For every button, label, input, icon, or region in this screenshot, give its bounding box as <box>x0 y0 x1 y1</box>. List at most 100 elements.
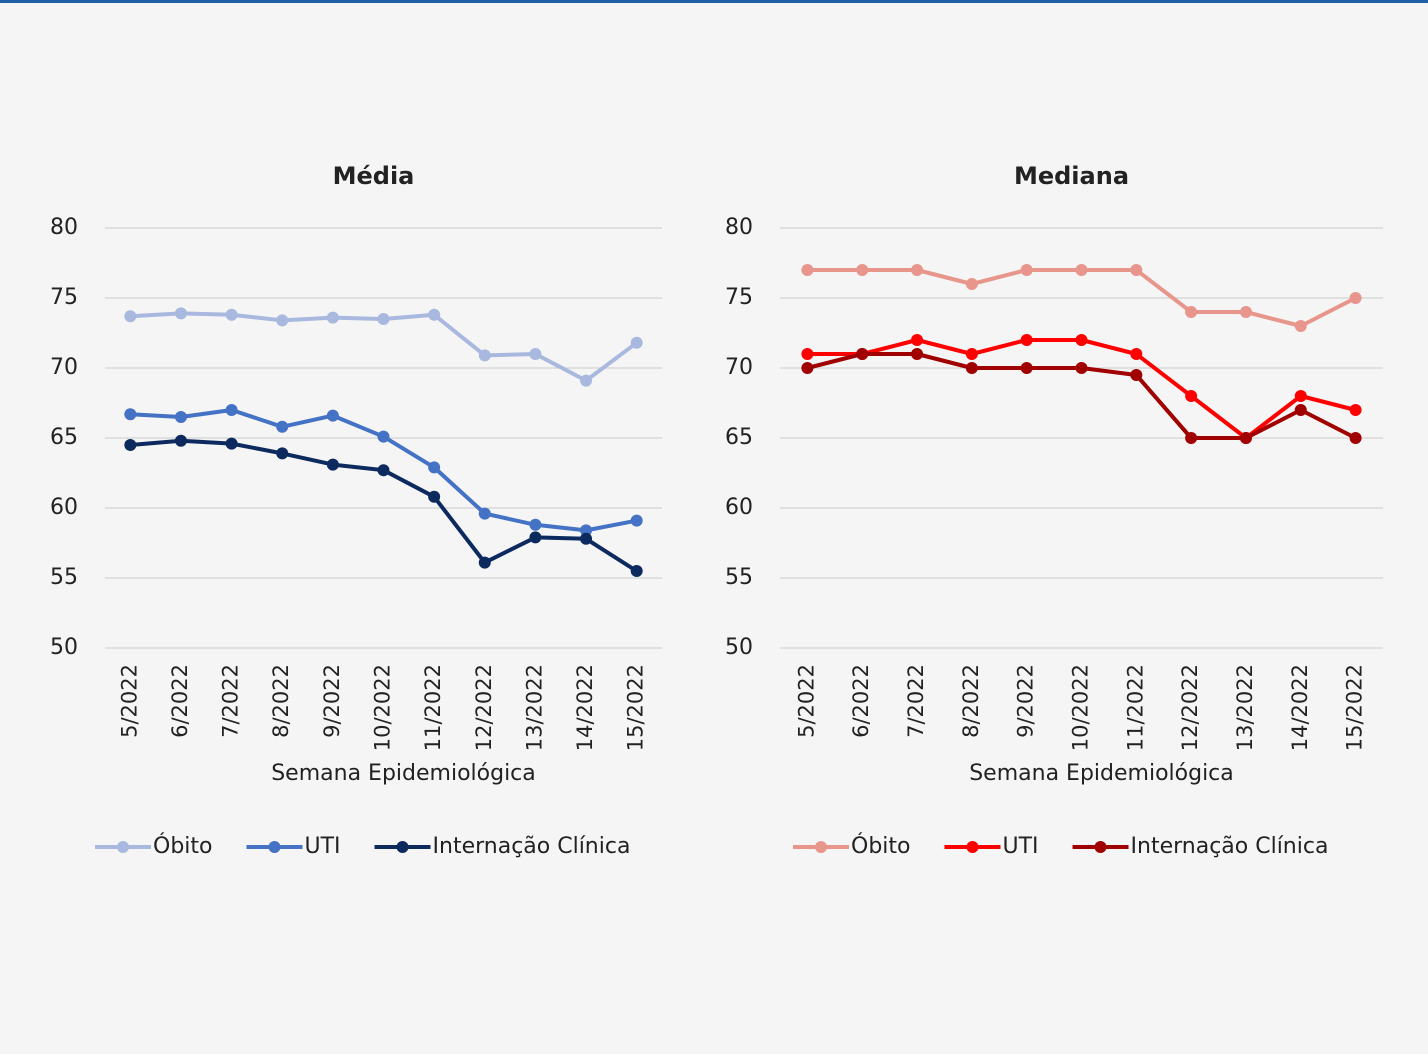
legend-marker <box>966 841 979 853</box>
data-point <box>225 308 238 321</box>
data-point <box>580 532 593 545</box>
legend-label: Óbito <box>153 833 212 859</box>
data-point <box>428 308 441 321</box>
data-point <box>580 374 593 387</box>
data-point <box>1075 264 1088 276</box>
legend-label: UTI <box>1002 834 1038 859</box>
y-tick-label: 70 <box>725 355 753 380</box>
data-point <box>801 264 814 276</box>
data-point <box>1294 390 1307 402</box>
x-tick-label: 6/2022 <box>168 664 192 738</box>
data-point <box>326 409 339 422</box>
data-point <box>1130 264 1143 276</box>
x-tick-label: 9/2022 <box>1014 664 1038 738</box>
y-tick-label: 65 <box>50 425 78 450</box>
data-point <box>1185 432 1198 444</box>
data-point <box>856 264 869 276</box>
legend-label: Óbito <box>851 833 910 859</box>
x-tick-label: 7/2022 <box>904 664 928 738</box>
data-point <box>965 362 978 374</box>
x-tick-label: 8/2022 <box>269 664 293 738</box>
x-tick-label: 15/2022 <box>624 664 648 751</box>
data-point <box>326 458 339 471</box>
y-tick-label: 75 <box>50 285 78 310</box>
data-point <box>965 348 978 360</box>
legend-marker <box>815 841 827 853</box>
data-point <box>276 314 289 327</box>
data-point <box>1349 404 1362 416</box>
data-point <box>1020 362 1033 374</box>
data-point <box>1020 334 1033 346</box>
data-point <box>529 348 542 360</box>
chart-title: Mediana <box>1014 162 1129 190</box>
data-point <box>1185 390 1198 402</box>
data-point <box>174 434 187 447</box>
data-point <box>478 507 491 520</box>
x-tick-label: 7/2022 <box>219 664 243 738</box>
data-point <box>428 461 441 474</box>
x-axis-label: Semana Epidemiológica <box>969 761 1234 786</box>
data-point <box>1294 404 1307 416</box>
data-point <box>174 411 187 423</box>
legend-marker <box>268 841 281 853</box>
data-point <box>225 437 238 450</box>
data-point <box>1239 306 1252 318</box>
data-point <box>225 404 238 416</box>
data-point <box>1130 369 1143 381</box>
x-tick-label: 10/2022 <box>1069 664 1093 751</box>
data-point <box>801 348 814 360</box>
data-point <box>428 490 441 503</box>
legend-label: Internação Clínica <box>433 834 631 859</box>
x-axis-label: Semana Epidemiológica <box>271 761 536 786</box>
x-tick-label: 5/2022 <box>117 664 141 738</box>
data-point <box>529 531 542 544</box>
data-point <box>801 362 814 374</box>
data-point <box>1020 264 1033 276</box>
data-point <box>1349 432 1362 444</box>
y-tick-label: 70 <box>50 355 78 380</box>
data-point <box>1075 334 1088 346</box>
x-tick-label: 15/2022 <box>1343 664 1367 751</box>
data-point <box>1294 320 1307 332</box>
legend-marker <box>117 841 129 853</box>
data-point <box>529 518 542 531</box>
x-tick-label: 9/2022 <box>320 664 344 738</box>
data-point <box>276 420 289 433</box>
data-point <box>326 311 339 324</box>
data-point <box>1349 292 1362 304</box>
x-tick-label: 12/2022 <box>1178 664 1202 751</box>
x-tick-label: 6/2022 <box>849 664 873 738</box>
x-tick-label: 11/2022 <box>421 664 445 751</box>
top-border <box>0 0 1428 3</box>
x-tick-label: 8/2022 <box>959 664 983 738</box>
chart-title: Média <box>333 162 415 190</box>
data-point <box>124 408 137 421</box>
y-tick-label: 55 <box>50 565 78 590</box>
y-tick-label: 75 <box>725 285 753 310</box>
data-point <box>124 439 137 451</box>
data-point <box>377 430 390 443</box>
y-tick-label: 55 <box>725 565 753 590</box>
x-tick-label: 5/2022 <box>794 664 818 738</box>
data-point <box>276 447 289 460</box>
y-tick-label: 50 <box>50 635 78 660</box>
data-point <box>911 264 924 276</box>
legend-label: Internação Clínica <box>1131 834 1329 859</box>
data-point <box>377 464 390 477</box>
data-point <box>965 278 978 290</box>
data-point <box>478 349 491 362</box>
data-point <box>856 348 869 360</box>
series-line <box>130 438 638 573</box>
x-tick-label: 12/2022 <box>472 664 496 751</box>
y-tick-label: 80 <box>725 215 753 240</box>
y-tick-label: 65 <box>725 425 753 450</box>
legend-marker <box>1094 841 1107 853</box>
x-tick-label: 13/2022 <box>1233 664 1257 751</box>
legend-label: UTI <box>304 834 340 859</box>
data-point <box>377 313 390 325</box>
data-point <box>911 348 924 360</box>
data-point <box>174 307 187 320</box>
data-point <box>911 334 924 346</box>
